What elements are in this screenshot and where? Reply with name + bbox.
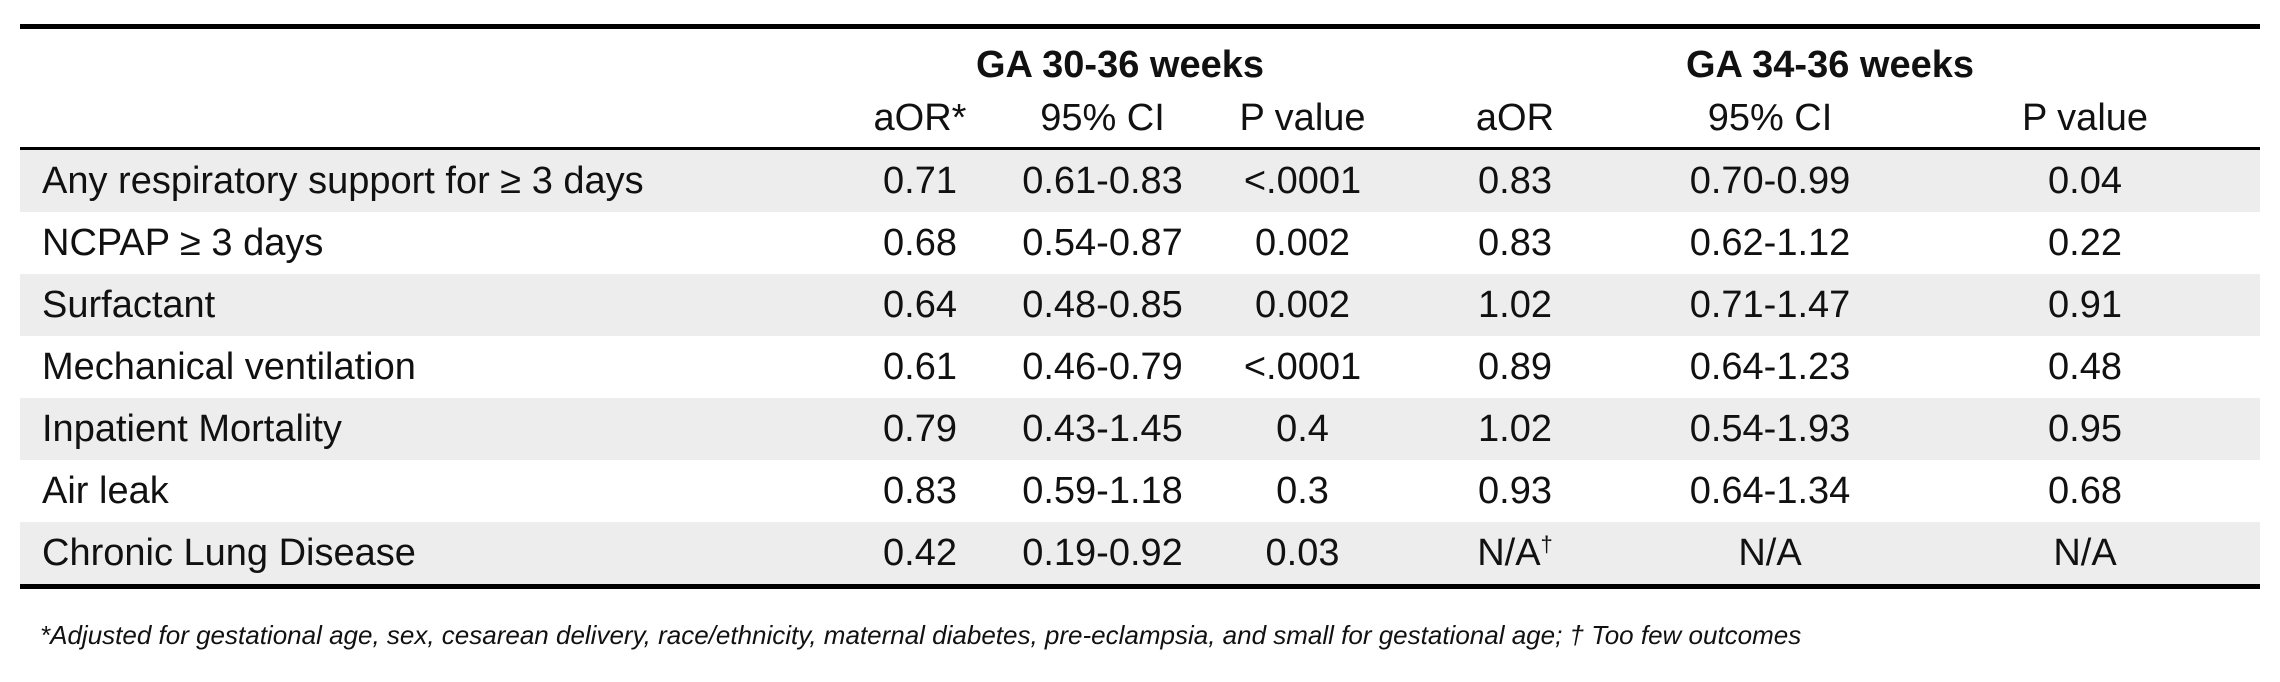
header-rule — [20, 147, 2260, 150]
cell-ci: 0.59-1.18 — [1022, 469, 1183, 512]
header-blank — [20, 29, 840, 89]
table-row: NCPAP ≥ 3 days 0.68 0.54-0.87 0.002 0.83… — [20, 212, 2260, 274]
cell-ci: 0.62-1.12 — [1689, 221, 1851, 264]
col-pvalue-34-36: P value — [2021, 96, 2149, 139]
cell-aor: 0.61 — [883, 345, 957, 388]
cell-ci: N/A — [1630, 522, 1910, 584]
cell-aor: 0.83 — [883, 469, 957, 512]
cell-aor-na: N/A† — [1400, 522, 1630, 584]
cell-ci: 0.64-1.23 — [1689, 345, 1851, 388]
cell-pvalue: 0.91 — [1910, 274, 2260, 336]
cell-aor: 0.93 — [1478, 469, 1552, 512]
top-rule — [20, 24, 2260, 29]
cell-pvalue: 0.68 — [2048, 469, 2122, 512]
cell-pvalue: 0.03 — [1205, 522, 1400, 584]
cell-aor: 0.71 — [840, 150, 1000, 212]
table-row: Air leak 0.83 0.59-1.18 0.3 0.93 0.64-1.… — [20, 460, 2260, 522]
col-aor-34-36: aOR — [1475, 96, 1555, 139]
col-ci-30-36: 95% CI — [1040, 96, 1165, 139]
cell-pvalue: N/A — [1910, 522, 2260, 584]
cell-ci: 0.48-0.85 — [1000, 274, 1205, 336]
cell-pvalue: <.0001 — [1243, 345, 1362, 388]
row-label: Any respiratory support for ≥ 3 days — [20, 150, 840, 212]
cell-aor: 0.83 — [1478, 221, 1552, 264]
cell-ci: 0.46-0.79 — [1022, 345, 1183, 388]
cell-pvalue: 0.4 — [1205, 398, 1400, 460]
row-label: Chronic Lung Disease — [20, 522, 840, 584]
cell-aor: 1.02 — [1400, 398, 1630, 460]
cell-pvalue: <.0001 — [1205, 150, 1400, 212]
table-row: Chronic Lung Disease 0.42 0.19-0.92 0.03… — [20, 522, 2260, 584]
cell-aor: 0.64 — [840, 274, 1000, 336]
cell-pvalue: 0.95 — [1910, 398, 2260, 460]
cell-ci: 0.61-0.83 — [1000, 150, 1205, 212]
dagger-mark: † — [1540, 530, 1553, 556]
row-label: Air leak — [42, 469, 169, 512]
table-row: Surfactant 0.64 0.48-0.85 0.002 1.02 0.7… — [20, 274, 2260, 336]
cell-pvalue: 0.04 — [1910, 150, 2260, 212]
cell-pvalue: 0.002 — [1205, 274, 1400, 336]
row-label: Inpatient Mortality — [20, 398, 840, 460]
row-label: NCPAP ≥ 3 days — [42, 221, 324, 264]
cell-pvalue: 0.48 — [2048, 345, 2122, 388]
cell-ci: 0.54-0.87 — [1022, 221, 1183, 264]
cell-ci: 0.71-1.47 — [1630, 274, 1910, 336]
odds-ratio-table: GA 30-36 weeks GA 34-36 weeks aOR* 95% C… — [20, 29, 2260, 147]
cell-ci: 0.64-1.34 — [1689, 469, 1851, 512]
table-row: Mechanical ventilation 0.61 0.46-0.79 <.… — [20, 336, 2260, 398]
cell-aor: 0.79 — [840, 398, 1000, 460]
cell-pvalue: 0.002 — [1254, 221, 1351, 264]
cell-ci: 0.70-0.99 — [1630, 150, 1910, 212]
cell-aor: 0.89 — [1478, 345, 1552, 388]
na-value: N/A — [1477, 531, 1541, 574]
col-pvalue-30-36: P value — [1239, 96, 1366, 139]
cell-aor: 0.68 — [883, 221, 957, 264]
cell-ci: 0.43-1.45 — [1000, 398, 1205, 460]
cell-aor: 0.83 — [1400, 150, 1630, 212]
bottom-rule — [20, 584, 2260, 589]
cell-pvalue: 0.22 — [2048, 221, 2122, 264]
row-label: Mechanical ventilation — [42, 345, 416, 388]
results-table: GA 30-36 weeks GA 34-36 weeks aOR* 95% C… — [20, 24, 2260, 589]
cell-aor: 1.02 — [1400, 274, 1630, 336]
group-header-30-36: GA 30-36 weeks — [976, 44, 1264, 86]
cell-ci: 0.19-0.92 — [1000, 522, 1205, 584]
cell-pvalue: 0.3 — [1276, 469, 1329, 512]
table-row: Inpatient Mortality 0.79 0.43-1.45 0.4 1… — [20, 398, 2260, 460]
col-aor-30-36: aOR* — [873, 96, 967, 139]
cell-ci: 0.54-1.93 — [1630, 398, 1910, 460]
table-footnote: *Adjusted for gestational age, sex, cesa… — [40, 620, 1802, 650]
cell-aor: 0.42 — [840, 522, 1000, 584]
table-row: Any respiratory support for ≥ 3 days 0.7… — [20, 150, 2260, 212]
subheader-blank — [20, 89, 840, 147]
row-label: Surfactant — [20, 274, 840, 336]
col-ci-34-36: 95% CI — [1707, 96, 1833, 139]
group-header-34-36: GA 34-36 weeks — [1686, 44, 1974, 86]
odds-ratio-body: Any respiratory support for ≥ 3 days 0.7… — [20, 150, 2260, 584]
